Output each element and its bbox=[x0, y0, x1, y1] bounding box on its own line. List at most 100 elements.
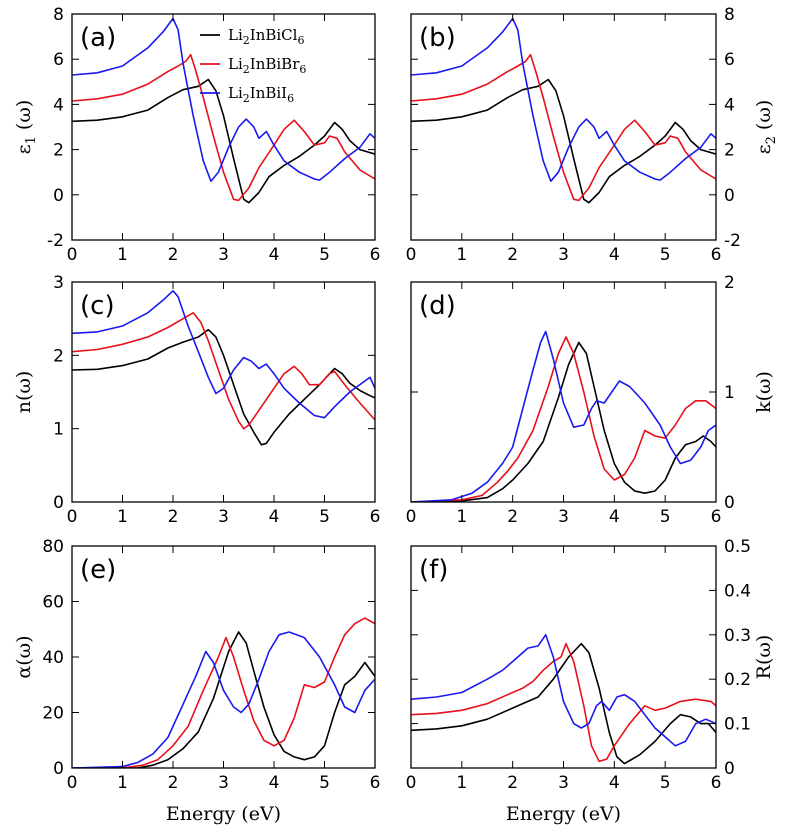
x-tick-label: 0 bbox=[406, 773, 417, 793]
y-tick-label: 8 bbox=[724, 5, 735, 25]
legend-sub: 2 bbox=[243, 63, 250, 76]
legend-label-Li2InBiI6: Li2InBiI6 bbox=[228, 84, 294, 105]
legend-text: InBiCl bbox=[250, 26, 298, 44]
series-line-Li2InBiI6 bbox=[72, 290, 375, 419]
series-line-Li2InBiCl6 bbox=[411, 341, 716, 502]
series-line-Li2InBiCl6 bbox=[72, 78, 375, 204]
series-line-Li2InBiBr6 bbox=[72, 53, 375, 202]
legend-sub: 6 bbox=[287, 92, 294, 105]
y-tick-label: -2 bbox=[724, 231, 741, 251]
x-tick-label: 3 bbox=[218, 773, 229, 793]
y-axis-label-sub: 1 bbox=[24, 136, 39, 144]
panel-letter: (a) bbox=[80, 23, 116, 53]
legend-sub: 2 bbox=[243, 34, 250, 47]
x-tick-label: 6 bbox=[370, 245, 381, 265]
y-axis-label-sub: 2 bbox=[764, 136, 779, 144]
x-tick-label: 0 bbox=[406, 245, 417, 265]
panel-c: 0 1 2 3 4 5 6 0 1 2 3 (c) n(ω) bbox=[13, 273, 380, 527]
x-tick-label: 6 bbox=[711, 773, 722, 793]
series-line-Li2InBiBr6 bbox=[411, 53, 716, 202]
x-tick-label: 4 bbox=[269, 245, 280, 265]
y-tick-label: 1 bbox=[724, 383, 735, 403]
legend-label-Li2InBiBr6: Li2InBiBr6 bbox=[228, 55, 306, 76]
y-axis-label: k(ω) bbox=[753, 371, 775, 413]
y-tick-label: 4 bbox=[724, 95, 735, 115]
legend-text: Li bbox=[228, 26, 243, 44]
y-axis-label: R(ω) bbox=[753, 635, 775, 680]
y-axis-label-main: ε bbox=[753, 144, 775, 154]
x-tick-label: 4 bbox=[269, 507, 280, 527]
y-tick-label: 2 bbox=[53, 346, 64, 366]
y-tick-label: 0.3 bbox=[724, 626, 751, 646]
x-axis-label: Energy (eV) bbox=[166, 803, 281, 825]
x-tick-label: 4 bbox=[609, 773, 620, 793]
y-tick-label: 0 bbox=[724, 186, 735, 206]
y-axis-label: ε1 (ω) bbox=[13, 100, 39, 154]
legend-text: InBiBr bbox=[250, 55, 300, 73]
x-tick-label: 0 bbox=[406, 507, 417, 527]
panel-letter: (b) bbox=[419, 23, 456, 53]
x-tick-label: 2 bbox=[168, 507, 179, 527]
y-axis-label-main: α(ω) bbox=[13, 635, 35, 678]
plot-frame bbox=[71, 281, 376, 503]
y-tick-label: -2 bbox=[47, 231, 64, 251]
x-tick-label: 1 bbox=[117, 773, 128, 793]
x-tick-label: 4 bbox=[269, 773, 280, 793]
series-line-Li2InBiBr6 bbox=[411, 336, 716, 502]
y-tick-label: 40 bbox=[42, 648, 64, 668]
plot-frame bbox=[410, 13, 717, 241]
y-tick-label: 0 bbox=[53, 493, 64, 513]
series-line-Li2InBiCl6 bbox=[411, 642, 716, 765]
series-line-Li2InBiI6 bbox=[411, 17, 716, 182]
x-tick-label: 6 bbox=[711, 245, 722, 265]
x-tick-label: 3 bbox=[558, 507, 569, 527]
y-tick-label: 4 bbox=[53, 95, 64, 115]
series-group bbox=[411, 17, 716, 204]
y-tick-label: 0 bbox=[724, 493, 735, 513]
series-group bbox=[72, 17, 375, 204]
y-axis-label-main: n(ω) bbox=[13, 371, 35, 414]
legend-sub: 6 bbox=[299, 63, 306, 76]
y-tick-label: 0.5 bbox=[724, 537, 751, 557]
y-tick-label: 0.2 bbox=[724, 670, 751, 690]
y-axis-label-post: (ω) bbox=[753, 100, 775, 136]
x-tick-label: 0 bbox=[67, 773, 78, 793]
x-tick-label: 2 bbox=[507, 773, 518, 793]
series-line-Li2InBiCl6 bbox=[72, 328, 375, 446]
legend-text: Li bbox=[228, 84, 243, 102]
series-line-Li2InBiCl6 bbox=[411, 78, 716, 204]
legend-label-Li2InBiCl6: Li2InBiCl6 bbox=[228, 26, 304, 47]
panel-letter: (f) bbox=[419, 555, 448, 585]
y-axis-label: n(ω) bbox=[13, 371, 35, 414]
x-tick-label: 3 bbox=[218, 245, 229, 265]
x-tick-label: 2 bbox=[507, 245, 518, 265]
plot-frame bbox=[410, 545, 717, 769]
panel-f: 0 1 2 3 4 5 600.10.20.30.40.5(f)R(ω)Energy (eV… bbox=[406, 537, 775, 825]
legend-sub: 6 bbox=[297, 34, 304, 47]
y-tick-label: 0.4 bbox=[724, 581, 751, 601]
y-tick-label: 80 bbox=[42, 537, 64, 557]
x-tick-label: 6 bbox=[370, 773, 381, 793]
series-line-Li2InBiI6 bbox=[411, 330, 716, 502]
series-group bbox=[411, 330, 716, 502]
y-tick-label: 2 bbox=[724, 273, 735, 293]
x-tick-label: 5 bbox=[319, 245, 330, 265]
y-tick-label: 2 bbox=[724, 141, 735, 161]
x-tick-label: 4 bbox=[609, 507, 620, 527]
plot-frame bbox=[71, 545, 376, 769]
y-tick-label: 2 bbox=[53, 141, 64, 161]
y-tick-label: 6 bbox=[724, 50, 735, 70]
x-tick-label: 5 bbox=[319, 773, 330, 793]
x-tick-label: 4 bbox=[609, 245, 620, 265]
x-tick-label: 2 bbox=[507, 507, 518, 527]
x-tick-label: 2 bbox=[168, 245, 179, 265]
x-tick-label: 3 bbox=[558, 773, 569, 793]
legend-text: Li bbox=[228, 55, 243, 73]
y-tick-label: 60 bbox=[42, 593, 64, 613]
y-tick-label: 8 bbox=[53, 5, 64, 25]
series-group bbox=[411, 634, 716, 765]
